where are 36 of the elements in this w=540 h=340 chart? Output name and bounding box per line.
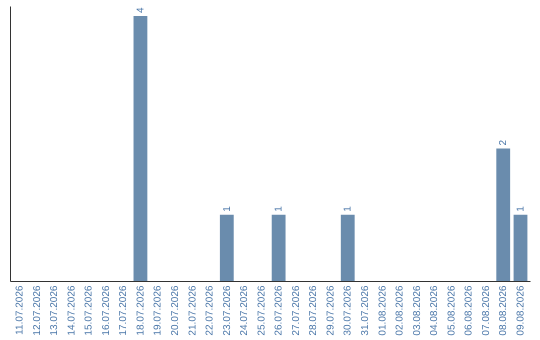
x-tick-label: 18.07.2026	[135, 285, 146, 336]
x-tick-label: 11.07.2026	[14, 285, 26, 335]
x-tick-label: 02.08.2026	[394, 285, 406, 336]
x-tick-label: 04.08.2026	[429, 285, 440, 336]
data-label: 1	[516, 206, 526, 212]
x-tick-label: 23.07.2026	[222, 285, 233, 336]
x-tick-label: 14.07.2026	[66, 285, 78, 336]
x-tick-label: 26.07.2026	[274, 285, 285, 336]
x-tick-label: 21.07.2026	[187, 285, 198, 336]
x-tick-label: 16.07.2026	[100, 285, 112, 336]
x-tick-label: 17.07.2026	[118, 285, 130, 336]
x-tick-label: 20.07.2026	[170, 285, 181, 336]
x-tick-label: 05.08.2026	[446, 285, 458, 336]
x-tick-label: 30.07.2026	[342, 285, 354, 336]
data-label: 2	[498, 139, 510, 146]
data-label: 1	[342, 206, 354, 212]
x-tick-label: 01.08.2026	[377, 285, 388, 336]
x-tick-label: 27.07.2026	[290, 285, 302, 336]
x-tick-label: 03.08.2026	[412, 285, 423, 336]
data-label: 4	[135, 6, 146, 13]
x-tick-label: 09.08.2026	[516, 285, 526, 336]
x-tick-label: 06.08.2026	[464, 285, 475, 336]
x-tick-label: 29.07.2026	[325, 285, 336, 336]
x-tick-label: 24.07.2026	[239, 285, 250, 336]
data-label: 1	[274, 206, 285, 212]
x-tick-label: 28.07.2026	[308, 285, 320, 336]
x-tick-label: 15.07.2026	[84, 285, 95, 336]
x-tick-label: 12.07.2026	[32, 285, 43, 336]
x-tick-label: 22.07.2026	[204, 285, 216, 336]
x-tick-label: 19.07.2026	[152, 285, 164, 336]
x-tick-label: 31.07.2026	[360, 285, 372, 336]
data-label: 1	[222, 206, 233, 212]
x-tick-label: 13.07.2026	[49, 285, 60, 336]
x-tick-label: 07.08.2026	[480, 285, 492, 336]
x-tick-label: 08.08.2026	[498, 285, 510, 336]
x-tick-label: 25.07.2026	[256, 285, 268, 336]
